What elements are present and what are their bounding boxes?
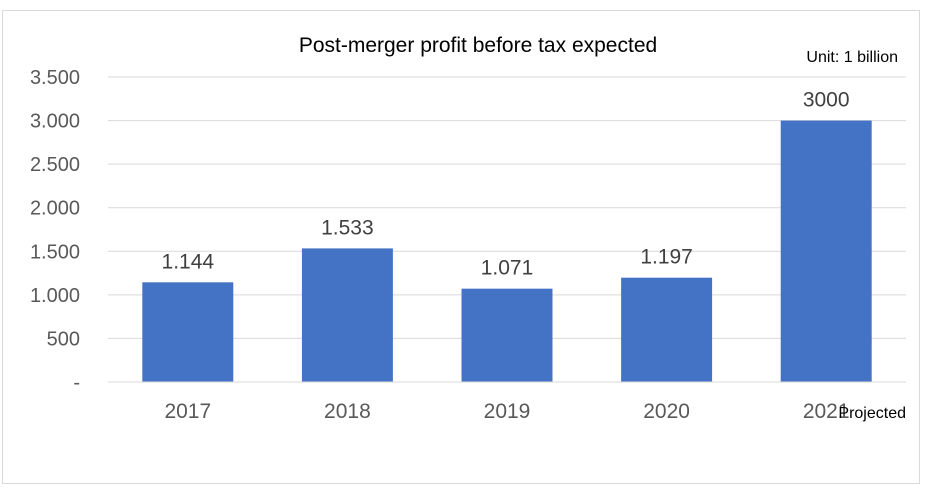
data-labels: 1.144 1.533 1.071 1.197 3000 [162, 89, 850, 280]
data-label: 1.071 [481, 257, 534, 280]
bars [142, 120, 872, 383]
x-tick-label: 2019 [484, 400, 531, 423]
projected-note: Projected [838, 405, 906, 422]
unit-label: Unit: 1 billion [806, 49, 898, 66]
y-tick-label: 1.000 [30, 285, 80, 307]
y-tick-label: 3.500 [30, 67, 80, 89]
x-tick-label: 2021 [803, 400, 850, 423]
chart-title: Post-merger profit before tax expected [299, 34, 657, 57]
data-label: 1.144 [162, 250, 215, 273]
data-label: 1.533 [321, 216, 374, 239]
y-tick-label: 2.000 [30, 198, 80, 220]
bar [142, 282, 234, 382]
y-axis-ticks: - 500 1.000 1.500 2.000 2.500 3.000 3.500 [30, 67, 80, 394]
y-tick-label: 3.000 [30, 111, 80, 133]
bar [780, 120, 872, 383]
bar [621, 277, 713, 382]
y-tick-label: 1.500 [30, 241, 80, 263]
y-tick-label: 500 [47, 328, 80, 350]
x-tick-label: 2017 [164, 400, 211, 423]
y-tick-label: - [73, 372, 80, 394]
chart-frame [2, 10, 920, 484]
bar [301, 248, 393, 382]
bar [461, 288, 553, 382]
x-axis-ticks: 2017 2018 2019 2020 2021 [164, 400, 849, 423]
y-tick-label: 2.500 [30, 154, 80, 176]
data-label: 3000 [803, 89, 850, 112]
gridlines [108, 76, 906, 339]
x-tick-label: 2018 [324, 400, 371, 423]
x-tick-label: 2020 [643, 400, 690, 423]
data-label: 1.197 [640, 246, 693, 269]
